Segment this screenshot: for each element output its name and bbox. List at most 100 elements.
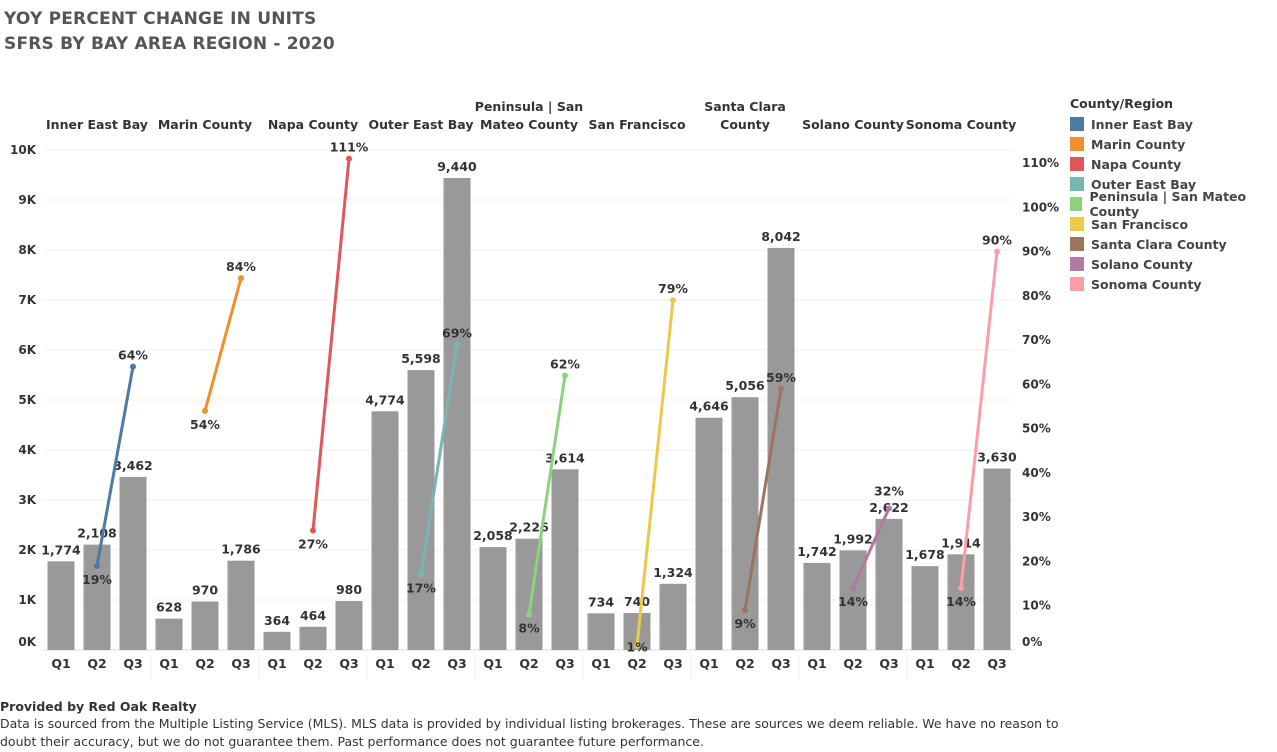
legend-swatch bbox=[1070, 277, 1084, 291]
bar bbox=[659, 583, 687, 650]
legend-item[interactable]: Inner East Bay bbox=[1070, 114, 1277, 134]
legend-item[interactable]: Solano County bbox=[1070, 254, 1277, 274]
footer-provider: Provided by Red Oak Realty bbox=[0, 699, 197, 714]
yoy-point bbox=[742, 607, 748, 614]
yoy-label: 32% bbox=[874, 483, 904, 498]
legend-item[interactable]: Santa Clara County bbox=[1070, 234, 1277, 254]
panel-header: Santa Clara bbox=[704, 99, 786, 114]
x-axis-tick: Q2 bbox=[843, 656, 862, 671]
bar-value-label: 628 bbox=[156, 600, 182, 615]
bar bbox=[335, 601, 363, 650]
x-axis-tick: Q2 bbox=[735, 656, 754, 671]
x-axis-tick: Q3 bbox=[447, 656, 466, 671]
legend-label: Outer East Bay bbox=[1091, 176, 1196, 192]
bar-value-label: 740 bbox=[624, 594, 650, 609]
yoy-label: 79% bbox=[658, 281, 688, 296]
yoy-label: 9% bbox=[734, 616, 756, 631]
x-axis-tick: Q1 bbox=[159, 656, 178, 671]
bar bbox=[371, 411, 399, 650]
bar bbox=[983, 468, 1011, 650]
legend-item[interactable]: San Francisco bbox=[1070, 214, 1277, 234]
yoy-label: 19% bbox=[82, 572, 112, 587]
yoy-point bbox=[670, 297, 676, 304]
right-axis-tick: 0% bbox=[1022, 635, 1042, 649]
left-axis-tick: 5K bbox=[18, 393, 36, 407]
yoy-point bbox=[94, 562, 100, 569]
legend-title: County/Region bbox=[1070, 96, 1174, 111]
bar-value-label: 9,440 bbox=[437, 159, 477, 174]
bar-value-label: 2,108 bbox=[77, 526, 117, 541]
bar-value-label: 2,058 bbox=[473, 528, 513, 543]
yoy-point bbox=[958, 585, 964, 592]
panel-header: Outer East Bay bbox=[369, 117, 474, 132]
left-axis-tick: 2K bbox=[18, 543, 36, 557]
yoy-line bbox=[851, 507, 891, 589]
bar bbox=[443, 178, 471, 650]
bar-value-label: 2,226 bbox=[509, 520, 549, 535]
panel-header: Solano County bbox=[802, 117, 904, 132]
legend-label: Inner East Bay bbox=[1091, 116, 1193, 132]
bar-value-label: 8,042 bbox=[761, 229, 801, 244]
yoy-point bbox=[634, 642, 640, 649]
bar-value-label: 1,774 bbox=[41, 542, 81, 557]
panel-header: Mateo County bbox=[480, 117, 578, 132]
yoy-point bbox=[526, 611, 532, 618]
left-axis-tick: 4K bbox=[18, 443, 36, 457]
bar-value-label: 734 bbox=[588, 594, 614, 609]
right-axis-tick: 80% bbox=[1022, 289, 1051, 303]
left-axis-tick: 10K bbox=[10, 143, 37, 157]
legend-item[interactable]: Sonoma County bbox=[1070, 274, 1277, 294]
legend-item[interactable]: Outer East Bay bbox=[1070, 174, 1277, 194]
legend-swatch bbox=[1070, 217, 1084, 231]
x-axis-tick: Q1 bbox=[375, 656, 394, 671]
legend-item[interactable]: Napa County bbox=[1070, 154, 1277, 174]
bar-value-label: 4,774 bbox=[365, 392, 405, 407]
x-axis-tick: Q1 bbox=[51, 656, 70, 671]
bar-value-label: 3,614 bbox=[545, 450, 585, 465]
bar bbox=[119, 476, 147, 650]
left-axis-tick: 0K bbox=[18, 635, 36, 649]
panel-header: County bbox=[720, 117, 770, 132]
legend-item[interactable]: Marin County bbox=[1070, 134, 1277, 154]
yoy-label: 84% bbox=[226, 259, 256, 274]
bar bbox=[695, 417, 723, 650]
yoy-label: 14% bbox=[838, 594, 868, 609]
right-axis-tick: 30% bbox=[1022, 510, 1051, 524]
right-axis-tick: 110% bbox=[1022, 156, 1059, 170]
yoy-label: 8% bbox=[518, 621, 540, 636]
x-axis-tick: Q1 bbox=[915, 656, 934, 671]
legend-swatch bbox=[1070, 177, 1084, 191]
yoy-point bbox=[130, 363, 136, 370]
yoy-point bbox=[850, 585, 856, 592]
footer-disclaimer-1: Data is sourced from the Multiple Listin… bbox=[0, 716, 1059, 731]
right-axis-tick: 50% bbox=[1022, 422, 1051, 436]
bar-value-label: 3,630 bbox=[977, 450, 1017, 465]
yoy-line bbox=[743, 388, 783, 611]
x-axis-tick: Q3 bbox=[339, 656, 358, 671]
bar-value-label: 970 bbox=[192, 583, 218, 598]
bar-value-label: 464 bbox=[300, 608, 326, 623]
x-axis-tick: Q3 bbox=[123, 656, 142, 671]
chart-title-line-1: YOY PERCENT CHANGE IN UNITS bbox=[4, 9, 317, 29]
x-axis-tick: Q3 bbox=[663, 656, 682, 671]
x-axis-tick: Q1 bbox=[267, 656, 286, 671]
chart: 0K 1K 2K 3K 4K 5K 6K 7K 8K 9K 10K 0% 10% 20% 30% 40% 50%… bbox=[10, 99, 1059, 680]
yoy-line bbox=[203, 277, 243, 412]
x-axis-tick: Q3 bbox=[771, 656, 790, 671]
bar-value-label: 1,914 bbox=[941, 535, 981, 550]
legend-item[interactable]: Peninsula | San Mateo County bbox=[1070, 189, 1277, 219]
bar-value-label: 980 bbox=[336, 582, 362, 597]
legend-label: Solano County bbox=[1091, 256, 1193, 272]
bar bbox=[263, 631, 291, 650]
legend-swatch bbox=[1070, 157, 1084, 171]
legend-swatch bbox=[1070, 237, 1084, 251]
yoy-label: 14% bbox=[946, 594, 976, 609]
panel-header: Napa County bbox=[268, 117, 358, 132]
panel-header: Peninsula | San bbox=[475, 99, 583, 114]
x-axis-tick: Q1 bbox=[699, 656, 718, 671]
x-axis-tick: Q2 bbox=[411, 656, 430, 671]
legend-swatch bbox=[1070, 197, 1083, 211]
bar bbox=[47, 561, 75, 650]
bar bbox=[911, 566, 939, 650]
yoy-line bbox=[527, 375, 567, 615]
